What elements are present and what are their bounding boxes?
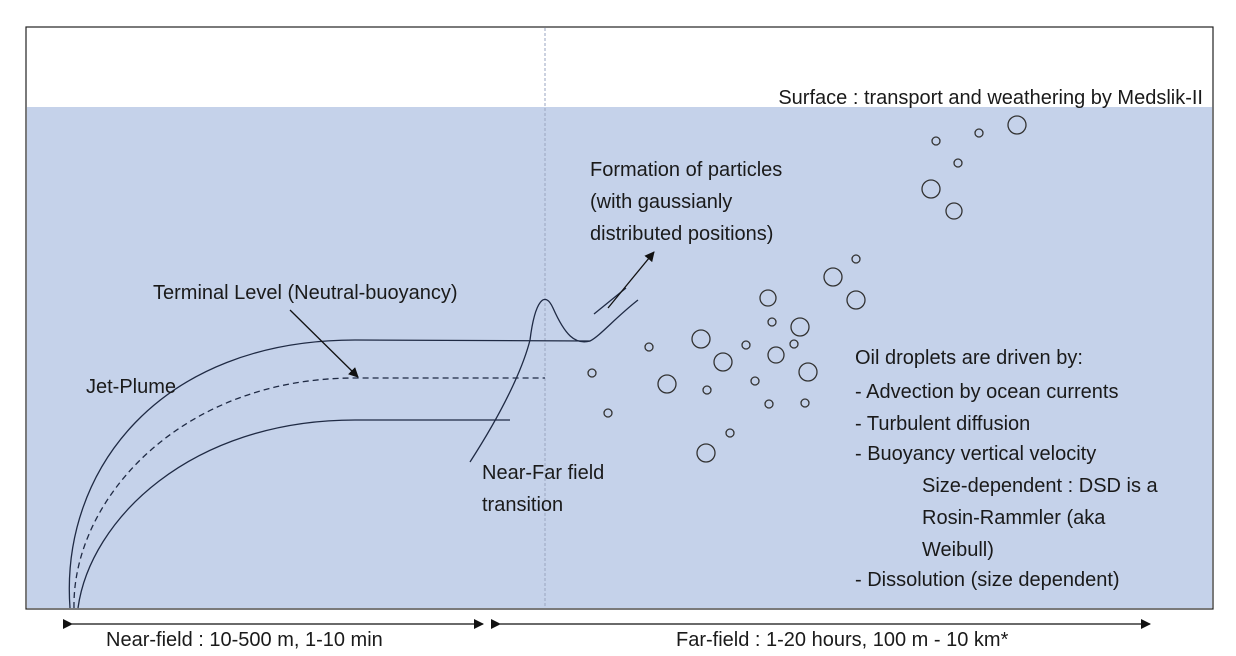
water-column bbox=[27, 107, 1212, 608]
oil-droplet bbox=[931, 136, 941, 146]
droplets-panel: Oil droplets are driven by: - Advection … bbox=[855, 347, 1159, 591]
droplets-item-buoyancy: - Buoyancy vertical velocity bbox=[855, 443, 1096, 465]
transition-bump bbox=[469, 298, 639, 463]
oil-droplet bbox=[945, 202, 963, 220]
plume-inner-edge bbox=[77, 419, 510, 609]
oil-droplet bbox=[790, 317, 810, 337]
oil-droplet bbox=[725, 428, 735, 438]
oil-droplet bbox=[974, 128, 984, 138]
oil-droplet bbox=[696, 443, 716, 463]
jet-plume-label: Jet-Plume bbox=[86, 376, 176, 398]
oil-droplet bbox=[921, 179, 941, 199]
particles-label-line-1: Formation of particles bbox=[590, 159, 782, 181]
oil-droplet bbox=[798, 362, 818, 382]
oil-droplet bbox=[767, 317, 777, 327]
particles-label-line-2: (with gaussianly bbox=[590, 191, 732, 213]
droplets-item-diffusion: - Turbulent diffusion bbox=[855, 413, 1030, 435]
far-field-label: Far-field : 1-20 hours, 100 m - 10 km* bbox=[676, 629, 1009, 651]
oil-droplet bbox=[851, 254, 861, 264]
terminal-level-label: Terminal Level (Neutral-buoyancy) bbox=[153, 282, 458, 304]
surface-label: Surface : transport and weathering by Me… bbox=[778, 87, 1203, 109]
particles-label-line-3: distributed positions) bbox=[590, 223, 773, 245]
oil-droplet bbox=[644, 342, 654, 352]
transition-label-line-1: Near-Far field bbox=[482, 462, 604, 484]
oil-droplet bbox=[953, 158, 963, 168]
droplets-item-advection: - Advection by ocean currents bbox=[855, 381, 1118, 403]
oil-droplet bbox=[713, 352, 733, 372]
oil-droplet bbox=[741, 340, 751, 350]
oil-droplet bbox=[846, 290, 866, 310]
oil-droplet bbox=[702, 385, 712, 395]
oil-droplet bbox=[587, 368, 597, 378]
oil-droplet bbox=[800, 398, 810, 408]
droplets-item-size-dependent: Size-dependent : DSD is a bbox=[922, 475, 1159, 497]
oil-droplet bbox=[691, 329, 711, 349]
terminal-level-pointer bbox=[289, 309, 359, 378]
droplets-item-rosin-rammler: Rosin-Rammler (aka bbox=[922, 507, 1106, 529]
jet-plume bbox=[68, 287, 639, 609]
plume-centerline bbox=[73, 377, 545, 609]
oil-droplet bbox=[657, 374, 677, 394]
oil-droplets bbox=[587, 115, 1027, 463]
droplets-item-dissolution: - Dissolution (size dependent) bbox=[855, 569, 1120, 591]
oil-droplet bbox=[603, 408, 613, 418]
droplets-panel-heading: Oil droplets are driven by: bbox=[855, 347, 1083, 369]
oil-droplet bbox=[767, 346, 785, 364]
oil-droplet bbox=[764, 399, 774, 409]
oil-droplet bbox=[789, 339, 799, 349]
oil-droplet bbox=[750, 376, 760, 386]
plume-outer-edge bbox=[68, 339, 591, 609]
near-field-label: Near-field : 10-500 m, 1-10 min bbox=[106, 629, 383, 651]
oil-droplet bbox=[759, 289, 777, 307]
transition-label-line-2: transition bbox=[482, 494, 563, 516]
droplets-item-weibull: Weibull) bbox=[922, 539, 994, 561]
oil-droplet bbox=[1007, 115, 1027, 135]
particles-arrow bbox=[607, 251, 655, 309]
oil-droplet bbox=[823, 267, 843, 287]
